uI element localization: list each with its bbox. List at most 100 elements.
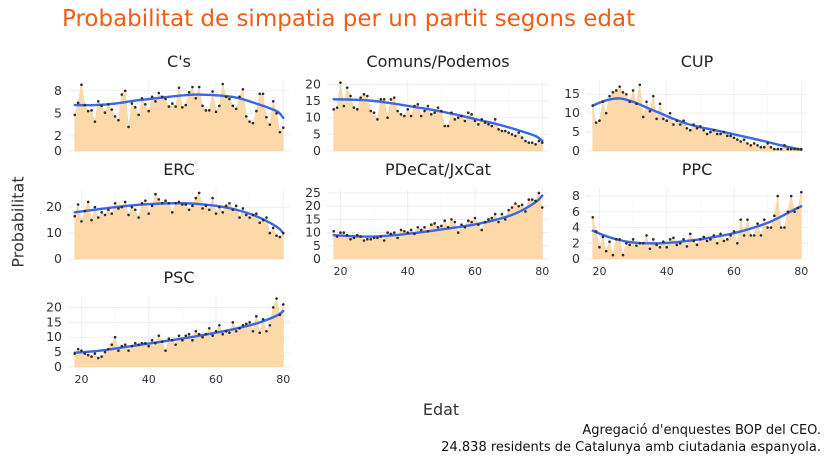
data-point [490, 216, 494, 220]
data-point [211, 90, 214, 93]
data-point [752, 234, 756, 237]
data-point [90, 355, 93, 358]
data-point [244, 115, 248, 118]
data-point [167, 337, 171, 340]
data-point [426, 229, 430, 233]
data-point [113, 335, 117, 339]
data-point [359, 96, 362, 99]
y-tick-label: 0 [572, 143, 580, 158]
data-point [271, 226, 275, 230]
data-point [154, 341, 157, 345]
data-point [692, 239, 695, 243]
y-tick-label: 2 [54, 128, 62, 143]
data-point [473, 119, 477, 123]
y-tick-label: 0 [572, 251, 580, 266]
data-point [261, 218, 265, 222]
data-point [450, 218, 453, 221]
data-point [672, 236, 675, 240]
y-tick-label: 20 [305, 76, 321, 91]
data-point [231, 321, 235, 324]
data-point [214, 212, 218, 215]
data-point [231, 104, 235, 108]
probability-area [592, 192, 802, 260]
data-point [265, 115, 268, 119]
data-points [73, 191, 285, 239]
data-point [218, 104, 221, 108]
data-points [591, 83, 803, 151]
data-point [362, 93, 366, 96]
y-tick-label: 20 [305, 198, 321, 213]
data-point [776, 147, 780, 151]
data-point [621, 253, 625, 257]
data-point [238, 216, 241, 219]
data-point [332, 108, 336, 111]
data-point [120, 344, 124, 348]
data-point [537, 139, 541, 143]
data-point [453, 118, 457, 121]
data-point [261, 92, 265, 96]
data-point [258, 92, 262, 96]
data-point [76, 101, 80, 105]
x-tick-label: 80 [276, 373, 290, 386]
data-point [736, 138, 739, 141]
data-point [355, 108, 359, 111]
data-point [392, 231, 396, 234]
y-tick-label: 8 [54, 83, 62, 98]
data-point [150, 95, 154, 99]
data-point [746, 142, 749, 145]
data-point [648, 109, 652, 113]
data-point [618, 85, 621, 88]
data-point [625, 241, 628, 245]
data-point [796, 147, 800, 151]
data-point [527, 141, 531, 144]
data-point [688, 128, 692, 132]
data-point [625, 92, 628, 96]
data-point [510, 206, 514, 209]
data-point [140, 201, 144, 205]
facet-title: PPC [681, 160, 713, 179]
data-point [251, 213, 255, 217]
data-point [507, 131, 510, 134]
chart-title: Probabilitat de simpatia per un partit s… [62, 6, 636, 32]
data-point [107, 347, 110, 351]
data-point [756, 222, 759, 225]
data-point [668, 238, 672, 241]
probability-area [592, 84, 802, 152]
data-point [759, 234, 763, 237]
data-point [477, 123, 480, 126]
y-tick-label: 15 [305, 211, 321, 226]
caption-sample: 24.838 residents de Catalunya amb ciutad… [441, 440, 821, 455]
data-point [234, 329, 238, 333]
data-point [460, 114, 463, 118]
data-point [742, 234, 746, 237]
data-point [406, 231, 410, 234]
data-point [752, 142, 756, 145]
data-point [736, 241, 739, 245]
data-point [110, 343, 114, 346]
data-point [204, 109, 208, 112]
data-point [527, 198, 531, 201]
data-point [366, 237, 369, 241]
data-point [93, 352, 97, 355]
data-point [503, 218, 507, 221]
data-point [500, 212, 504, 216]
data-point [386, 116, 389, 119]
data-point [601, 100, 605, 104]
data-point [234, 204, 238, 208]
data-point [715, 241, 719, 245]
data-point [127, 349, 130, 352]
data-point [187, 90, 191, 94]
data-point [201, 207, 204, 210]
data-point [339, 231, 342, 234]
data-point [413, 232, 416, 236]
data-point [110, 212, 114, 215]
data-point [409, 228, 413, 232]
data-point [214, 110, 218, 114]
data-point [255, 109, 258, 113]
data-point [376, 118, 379, 121]
data-point [181, 338, 184, 342]
data-point [470, 220, 473, 224]
data-point [725, 134, 729, 138]
data-point [76, 203, 80, 206]
